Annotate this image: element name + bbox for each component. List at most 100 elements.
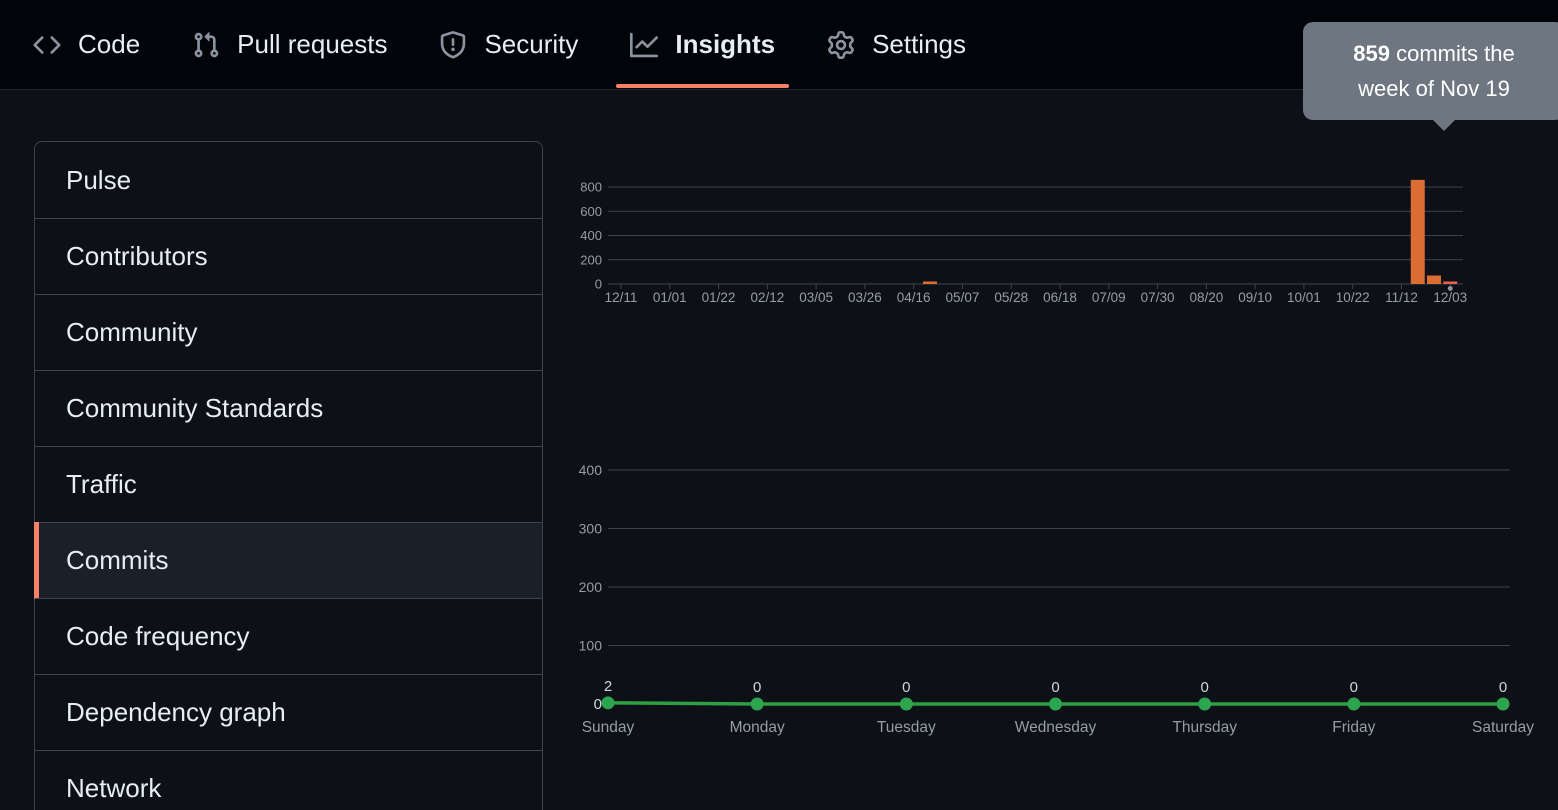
day-point-thursday[interactable] — [1198, 697, 1212, 711]
weekly-x-tick-label: 10/01 — [1287, 290, 1321, 305]
nav-tab-label: Security — [484, 29, 579, 59]
commit-week-tooltip: 859 commits the week of Nov 19 — [1303, 22, 1558, 131]
sidebar-item-community[interactable]: Community — [35, 294, 542, 370]
weekly-x-tick-label: 02/12 — [750, 290, 784, 305]
day-value-label: 0 — [1499, 679, 1507, 696]
weekly-y-tick-label: 800 — [580, 180, 602, 195]
day-name-label: Monday — [730, 719, 785, 736]
weekly-x-tick-label: 08/20 — [1189, 290, 1223, 305]
nav-tab-label: Insights — [675, 29, 776, 59]
sidebar-item-label: Commits — [66, 545, 169, 575]
day-name-label: Saturday — [1472, 719, 1534, 736]
sidebar-item-label: Traffic — [66, 469, 137, 499]
nav-tab-settings[interactable]: Settings — [813, 0, 980, 89]
weekly-x-tick-label: 03/26 — [848, 290, 882, 305]
commit-week-bar[interactable] — [1443, 281, 1458, 285]
nav-tab-code[interactable]: Code — [19, 0, 154, 89]
day-name-label: Thursday — [1172, 719, 1237, 736]
insights-sidebar: Pulse Contributors Community Community Stan… — [34, 141, 543, 810]
code-icon — [33, 31, 61, 59]
commit-week-bar[interactable] — [1427, 275, 1441, 284]
selected-item-accent — [34, 522, 39, 599]
tooltip-caret — [1432, 119, 1456, 131]
active-tab-underline — [616, 84, 790, 88]
repo-nav: Code Pull requests Security Insights Setting… — [0, 0, 1558, 89]
weekly-x-tick-label: 09/10 — [1238, 290, 1272, 305]
nav-tab-security[interactable]: Security — [425, 0, 592, 89]
nav-tab-label: Code — [78, 29, 141, 59]
day-point-sunday[interactable] — [601, 696, 615, 710]
weekly-x-tick-label: 12/03 — [1433, 290, 1467, 305]
sidebar-item-label: Contributors — [66, 241, 208, 271]
weekly-x-tick-label: 05/28 — [994, 290, 1028, 305]
day-name-label: Wednesday — [1015, 719, 1097, 736]
graph-icon — [630, 31, 659, 59]
day-value-label: 0 — [1201, 679, 1209, 696]
commit-week-bar[interactable] — [1410, 179, 1425, 284]
sidebar-item-contributors[interactable]: Contributors — [35, 218, 542, 294]
sidebar-item-pulse[interactable]: Pulse — [35, 142, 542, 218]
daily-y-zero-label: 0 — [594, 696, 602, 713]
sidebar-item-network[interactable]: Network — [35, 750, 542, 810]
weekly-x-tick-label: 01/01 — [653, 290, 687, 305]
weekly-y-tick-label: 400 — [580, 228, 602, 243]
sidebar-item-community-standards[interactable]: Community Standards — [35, 370, 542, 446]
weekly-x-tick-label: 01/22 — [702, 290, 736, 305]
gear-icon — [827, 30, 855, 59]
weekly-x-tick-label: 05/07 — [946, 290, 980, 305]
weekly-x-tick-label: 07/30 — [1141, 290, 1175, 305]
weekly-x-tick-label: 06/18 — [1043, 290, 1077, 305]
weekly-x-tick-label: 04/16 — [897, 290, 931, 305]
day-value-label: 0 — [902, 679, 910, 696]
daily-y-tick-label: 300 — [579, 521, 603, 537]
weekly-x-tick-label: 03/05 — [799, 290, 833, 305]
day-point-tuesday[interactable] — [899, 697, 913, 711]
day-point-saturday[interactable] — [1496, 697, 1510, 711]
weekly-x-tick-label: 11/12 — [1385, 290, 1418, 305]
commits-per-week-chart[interactable]: 0 200 400 600 800 12/11 01/01 01/22 02/12 03/05 03… — [560, 150, 1520, 315]
nav-tab-pull-requests[interactable]: Pull requests — [178, 0, 401, 89]
tooltip-commit-count: 859 — [1353, 41, 1390, 66]
tooltip-line1: 859 commits the — [1309, 36, 1558, 71]
sidebar-item-code-frequency[interactable]: Code frequency — [35, 598, 542, 674]
weekly-x-tick-label: 07/09 — [1092, 290, 1126, 305]
daily-y-tick-label: 200 — [579, 579, 603, 595]
day-point-wednesday[interactable] — [1049, 697, 1063, 711]
weekly-x-tick-label: 12/11 — [605, 290, 638, 305]
daily-y-tick-label: 100 — [579, 638, 603, 654]
day-value-label: 0 — [1350, 679, 1358, 696]
sidebar-item-label: Network — [66, 773, 162, 803]
day-name-label: Friday — [1332, 719, 1375, 736]
selected-week-dot — [1447, 286, 1453, 291]
sidebar-item-label: Community — [66, 317, 198, 347]
repo-nav-bar: Code Pull requests Security Insights Setting… — [0, 0, 1558, 90]
day-point-monday[interactable] — [750, 697, 764, 711]
sidebar-item-commits[interactable]: Commits — [34, 522, 542, 599]
shield-icon — [439, 30, 467, 59]
sidebar-item-label: Community Standards — [66, 393, 324, 423]
daily-y-tick-label: 400 — [579, 462, 603, 478]
sidebar-item-label: Pulse — [66, 164, 132, 195]
day-value-label: 0 — [753, 679, 761, 696]
commit-week-bar[interactable] — [922, 281, 937, 285]
day-name-label: Sunday — [582, 719, 635, 736]
tooltip-line2: week of Nov 19 — [1358, 76, 1510, 101]
day-name-label: Tuesday — [877, 719, 936, 736]
day-point-friday[interactable] — [1347, 697, 1361, 711]
nav-tab-label: Settings — [872, 29, 967, 59]
weekly-y-tick-label: 0 — [595, 277, 602, 292]
day-value-label: 2 — [604, 678, 612, 695]
weekly-y-tick-label: 200 — [580, 252, 602, 267]
sidebar-item-traffic[interactable]: Traffic — [35, 446, 542, 522]
tooltip-line1-rest: commits the — [1396, 41, 1515, 66]
nav-tab-label: Pull requests — [237, 29, 388, 59]
sidebar-item-dependency-graph[interactable]: Dependency graph — [35, 674, 542, 750]
pull-request-icon — [192, 31, 220, 59]
commits-by-day-chart[interactable]: 10020030040002Sunday0Monday0Tuesday0Wedn… — [560, 440, 1558, 750]
sidebar-item-label: Code frequency — [66, 621, 250, 651]
nav-tab-insights[interactable]: Insights — [616, 0, 790, 89]
weekly-y-tick-label: 600 — [580, 204, 602, 219]
day-value-label: 0 — [1051, 679, 1059, 696]
weekly-x-tick-label: 10/22 — [1336, 290, 1370, 305]
